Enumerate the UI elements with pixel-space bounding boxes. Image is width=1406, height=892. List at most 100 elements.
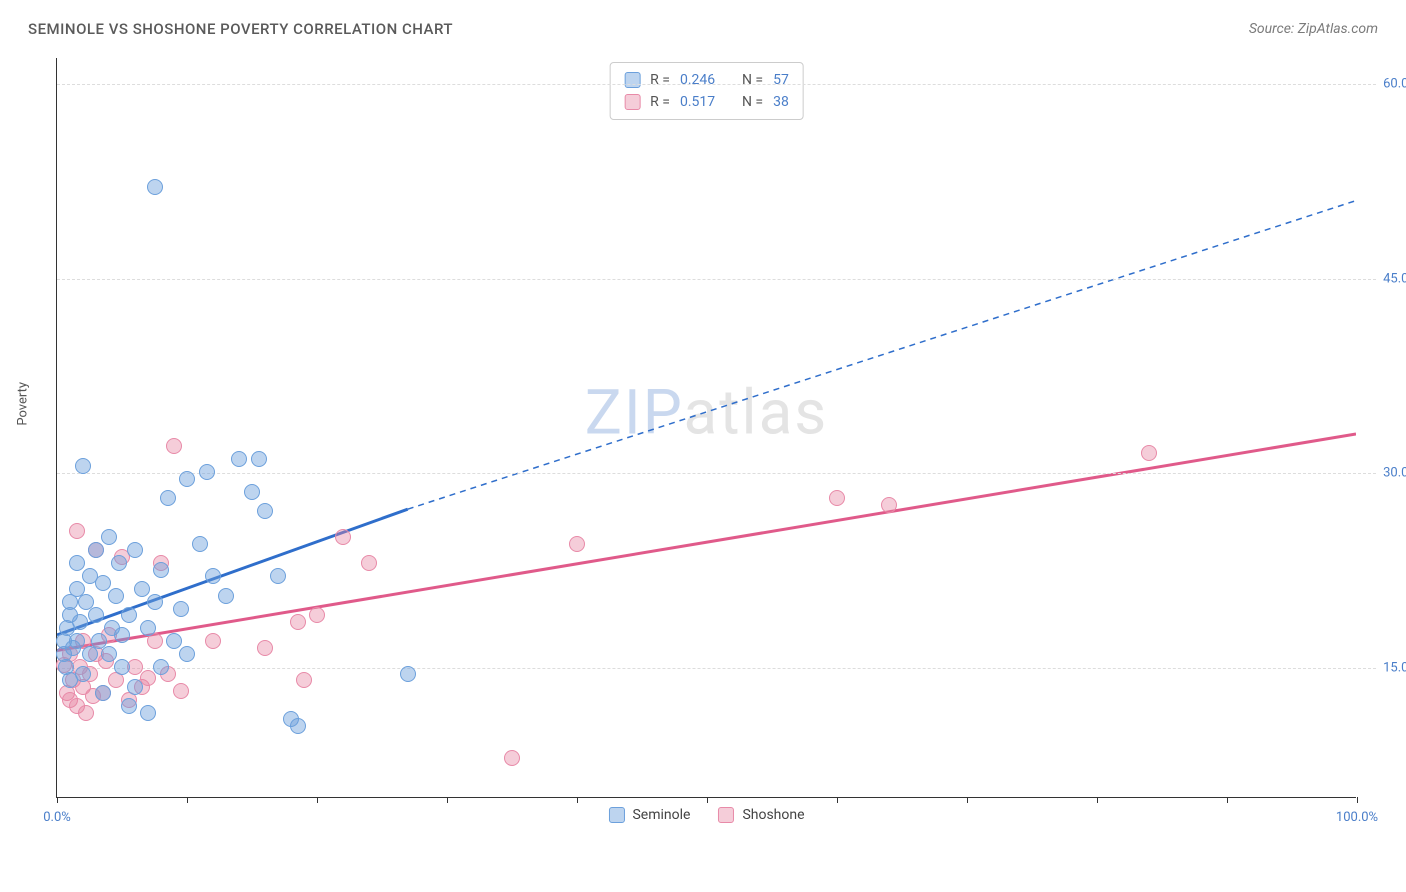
scatter-point-shoshone <box>1141 445 1157 461</box>
scatter-point-seminole <box>179 471 195 487</box>
scatter-point-seminole <box>244 484 260 500</box>
scatter-point-seminole <box>69 555 85 571</box>
scatter-point-shoshone <box>504 750 520 766</box>
legend-swatch-seminole <box>624 72 640 88</box>
legend-r-value-shoshone: 0.517 <box>680 91 724 113</box>
scatter-point-seminole <box>101 529 117 545</box>
scatter-point-shoshone <box>361 555 377 571</box>
gridline-h <box>57 668 1376 669</box>
series-label-seminole: Seminole <box>632 807 690 823</box>
gridline-h <box>57 84 1376 85</box>
scatter-point-seminole <box>140 705 156 721</box>
scatter-point-seminole <box>75 458 91 474</box>
scatter-point-seminole <box>199 464 215 480</box>
watermark: ZIPatlas <box>585 376 829 449</box>
scatter-point-shoshone <box>205 633 221 649</box>
x-tick <box>1097 797 1098 803</box>
gridline-h <box>57 473 1376 474</box>
scatter-point-shoshone <box>829 490 845 506</box>
scatter-point-seminole <box>147 179 163 195</box>
scatter-point-seminole <box>127 542 143 558</box>
scatter-point-seminole <box>95 575 111 591</box>
y-tick-label: 15.0% <box>1383 661 1406 676</box>
scatter-point-shoshone <box>173 683 189 699</box>
trend-line <box>57 509 408 635</box>
scatter-point-seminole <box>205 568 221 584</box>
scatter-point-seminole <box>111 555 127 571</box>
scatter-point-seminole <box>127 679 143 695</box>
scatter-point-shoshone <box>257 640 273 656</box>
scatter-point-seminole <box>101 646 117 662</box>
series-legend: Seminole Shoshone <box>608 807 804 823</box>
scatter-point-shoshone <box>290 614 306 630</box>
scatter-point-seminole <box>251 451 267 467</box>
scatter-point-seminole <box>95 685 111 701</box>
scatter-point-shoshone <box>296 672 312 688</box>
trend-line <box>408 201 1356 510</box>
legend-n-label: N = <box>742 69 763 91</box>
chart-title: SEMINOLE VS SHOSHONE POVERTY CORRELATION… <box>28 20 453 38</box>
scatter-point-seminole <box>290 718 306 734</box>
x-tick <box>317 797 318 803</box>
scatter-point-seminole <box>88 542 104 558</box>
scatter-point-shoshone <box>309 607 325 623</box>
scatter-point-shoshone <box>569 536 585 552</box>
scatter-point-seminole <box>134 581 150 597</box>
legend-n-label: N = <box>742 91 763 113</box>
y-tick-label: 45.0% <box>1383 271 1406 286</box>
scatter-point-seminole <box>231 451 247 467</box>
series-swatch-shoshone <box>718 807 734 823</box>
x-tick <box>1227 797 1228 803</box>
x-tick <box>447 797 448 803</box>
correlation-legend: R = 0.246 N = 57 R = 0.517 N = 38 <box>609 62 804 120</box>
scatter-point-seminole <box>173 601 189 617</box>
scatter-point-shoshone <box>166 438 182 454</box>
scatter-point-seminole <box>69 633 85 649</box>
y-axis-label: Poverty <box>16 382 31 426</box>
scatter-point-seminole <box>257 503 273 519</box>
scatter-point-shoshone <box>78 705 94 721</box>
scatter-point-seminole <box>108 588 124 604</box>
chart-container: Poverty ZIPatlas R = 0.246 N = 57 R = 0.… <box>28 50 1378 830</box>
scatter-point-seminole <box>153 659 169 675</box>
plot-area: ZIPatlas R = 0.246 N = 57 R = 0.517 N = … <box>56 58 1356 798</box>
scatter-point-seminole <box>114 627 130 643</box>
legend-swatch-shoshone <box>624 94 640 110</box>
x-tick <box>1357 797 1358 803</box>
scatter-point-seminole <box>153 562 169 578</box>
scatter-point-seminole <box>166 633 182 649</box>
scatter-point-seminole <box>88 607 104 623</box>
scatter-point-seminole <box>121 607 137 623</box>
chart-source: Source: ZipAtlas.com <box>1249 21 1378 37</box>
series-legend-item-seminole: Seminole <box>608 807 690 823</box>
x-tick-label: 0.0% <box>43 810 71 825</box>
y-tick-label: 30.0% <box>1383 466 1406 481</box>
legend-r-label: R = <box>650 91 670 113</box>
scatter-point-seminole <box>218 588 234 604</box>
series-legend-item-shoshone: Shoshone <box>718 807 804 823</box>
trend-line <box>57 434 1356 651</box>
legend-r-label: R = <box>650 69 670 91</box>
watermark-zip: ZIP <box>585 376 684 449</box>
trend-lines-layer <box>57 58 1356 797</box>
scatter-point-seminole <box>270 568 286 584</box>
scatter-point-seminole <box>179 646 195 662</box>
scatter-point-shoshone <box>335 529 351 545</box>
scatter-point-seminole <box>147 594 163 610</box>
scatter-point-seminole <box>160 490 176 506</box>
legend-n-value-seminole: 57 <box>773 69 789 91</box>
legend-row-shoshone: R = 0.517 N = 38 <box>624 91 789 113</box>
watermark-atlas: atlas <box>683 376 828 449</box>
x-tick <box>967 797 968 803</box>
scatter-point-shoshone <box>881 497 897 513</box>
legend-n-value-shoshone: 38 <box>773 91 789 113</box>
x-tick <box>707 797 708 803</box>
scatter-point-seminole <box>140 620 156 636</box>
x-tick <box>837 797 838 803</box>
legend-r-value-seminole: 0.246 <box>680 69 724 91</box>
scatter-point-seminole <box>72 614 88 630</box>
y-tick-label: 60.0% <box>1383 76 1406 91</box>
scatter-point-seminole <box>75 666 91 682</box>
scatter-point-seminole <box>114 659 130 675</box>
x-tick <box>57 797 58 803</box>
